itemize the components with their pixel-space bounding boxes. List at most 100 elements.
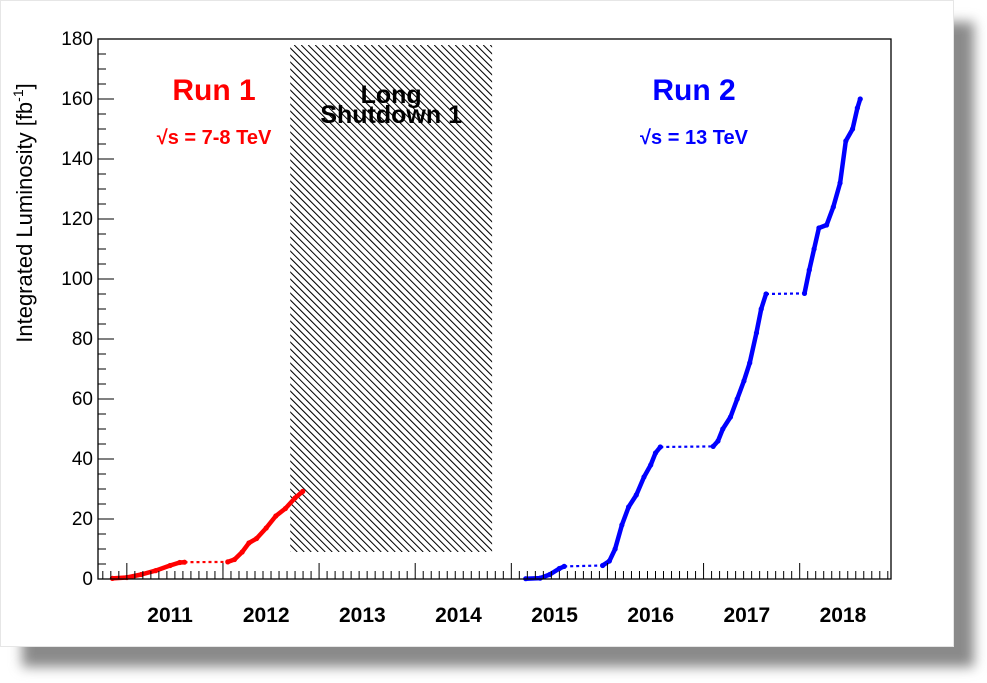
data-point bbox=[273, 513, 279, 519]
hatch-line bbox=[290, 194, 493, 398]
hatch-line bbox=[290, 313, 493, 517]
data-point bbox=[246, 540, 252, 546]
hatch-line bbox=[475, 45, 493, 62]
axes: 0 20 40 60 80 100 120 140 160 180 2011 2012 2013 2014… bbox=[61, 29, 892, 627]
hatch-line bbox=[714, 45, 953, 552]
series-segment-7 bbox=[710, 291, 769, 449]
x-tick-label: 2013 bbox=[339, 604, 386, 627]
hatch-line bbox=[609, 45, 953, 552]
hatch-line bbox=[290, 110, 493, 314]
y-tick-label: 180 bbox=[61, 29, 93, 50]
data-point bbox=[239, 549, 245, 555]
gap-segment-8 bbox=[765, 292, 805, 296]
data-point bbox=[854, 105, 860, 111]
hatch-line bbox=[377, 45, 493, 160]
hatch-line bbox=[917, 45, 953, 552]
hatch-line bbox=[672, 45, 953, 552]
data-point bbox=[612, 546, 618, 552]
hatch-line bbox=[290, 299, 493, 503]
shutdown-hatch bbox=[290, 45, 953, 552]
hatch-line bbox=[342, 45, 493, 195]
hatch-line bbox=[335, 45, 493, 202]
hatch-line bbox=[290, 187, 493, 391]
y-tick-label: 140 bbox=[61, 149, 93, 170]
hatch-line bbox=[290, 530, 312, 552]
hatch-line bbox=[770, 45, 953, 552]
hatch-line bbox=[525, 45, 953, 552]
y-tick-label: 100 bbox=[61, 269, 93, 290]
hatch-line bbox=[700, 45, 953, 552]
hatch-line bbox=[290, 257, 493, 461]
hatch-line bbox=[290, 250, 493, 454]
hatch-line bbox=[665, 45, 953, 552]
run1-title: Run 1 bbox=[172, 74, 255, 107]
hatch-line bbox=[840, 45, 953, 552]
hatch-line bbox=[290, 383, 459, 552]
hatch-line bbox=[735, 45, 953, 552]
hatch-line bbox=[290, 397, 445, 552]
hatch-line bbox=[290, 334, 493, 538]
hatch-line bbox=[290, 285, 493, 489]
hatch-line bbox=[290, 124, 493, 328]
hatch-line bbox=[290, 446, 396, 552]
hatch-line bbox=[290, 271, 493, 475]
hatch-line bbox=[290, 390, 452, 552]
hatch-line bbox=[290, 544, 298, 552]
hatch-line bbox=[721, 45, 953, 552]
hatch-line bbox=[391, 45, 493, 146]
hatch-line bbox=[290, 264, 493, 468]
hatch-line bbox=[847, 45, 953, 552]
data-point bbox=[282, 505, 289, 512]
hatch-line bbox=[504, 45, 953, 552]
run2-title: Run 2 bbox=[652, 74, 735, 107]
hatch-line bbox=[482, 45, 493, 55]
data-point bbox=[300, 488, 306, 494]
hatch-line bbox=[826, 45, 953, 552]
hatch-line bbox=[290, 145, 493, 349]
shutdown-title-line2: Shutdown 1 bbox=[320, 101, 462, 129]
hatch-line bbox=[290, 89, 493, 293]
hatch-line bbox=[616, 45, 953, 552]
hatch-line bbox=[602, 45, 953, 552]
hatch-line bbox=[384, 45, 493, 153]
x-tick-label: 2017 bbox=[723, 604, 770, 627]
hatch-line bbox=[290, 215, 493, 419]
hatch-line bbox=[290, 460, 382, 552]
data-point bbox=[801, 290, 808, 296]
hatch-line bbox=[363, 45, 493, 174]
hatch-line bbox=[290, 516, 326, 552]
data-point bbox=[561, 563, 567, 570]
hatch-line bbox=[728, 45, 953, 552]
hatch-line bbox=[938, 45, 953, 552]
data-point bbox=[641, 474, 647, 480]
data-point bbox=[263, 525, 269, 531]
hatch-line bbox=[290, 432, 410, 552]
data-point bbox=[816, 225, 822, 231]
data-point bbox=[710, 443, 716, 449]
hatch-line bbox=[290, 166, 493, 370]
hatch-line bbox=[290, 327, 493, 531]
hatch-line bbox=[290, 348, 493, 552]
hatch-line bbox=[307, 45, 493, 230]
hatch-line bbox=[290, 292, 493, 496]
data-point bbox=[823, 222, 830, 228]
hatch-line bbox=[896, 45, 953, 552]
hatch-line bbox=[581, 45, 953, 552]
hatch-line bbox=[290, 369, 473, 552]
hatch-line bbox=[290, 131, 493, 335]
data-point bbox=[652, 450, 659, 456]
y-tick-label: 20 bbox=[72, 509, 93, 530]
hatch-line bbox=[707, 45, 953, 552]
data-point bbox=[633, 492, 639, 498]
hatch-line bbox=[290, 173, 493, 377]
series-segment-5 bbox=[600, 444, 663, 568]
hatch-line bbox=[290, 103, 493, 307]
data-point bbox=[292, 495, 298, 501]
hatch-line bbox=[461, 45, 493, 76]
hatch-line bbox=[489, 45, 493, 48]
gap-segment-4 bbox=[564, 564, 603, 568]
hatch-line bbox=[290, 201, 493, 405]
hatch-line bbox=[651, 45, 953, 552]
data-point bbox=[753, 330, 760, 336]
data-point bbox=[843, 138, 849, 144]
